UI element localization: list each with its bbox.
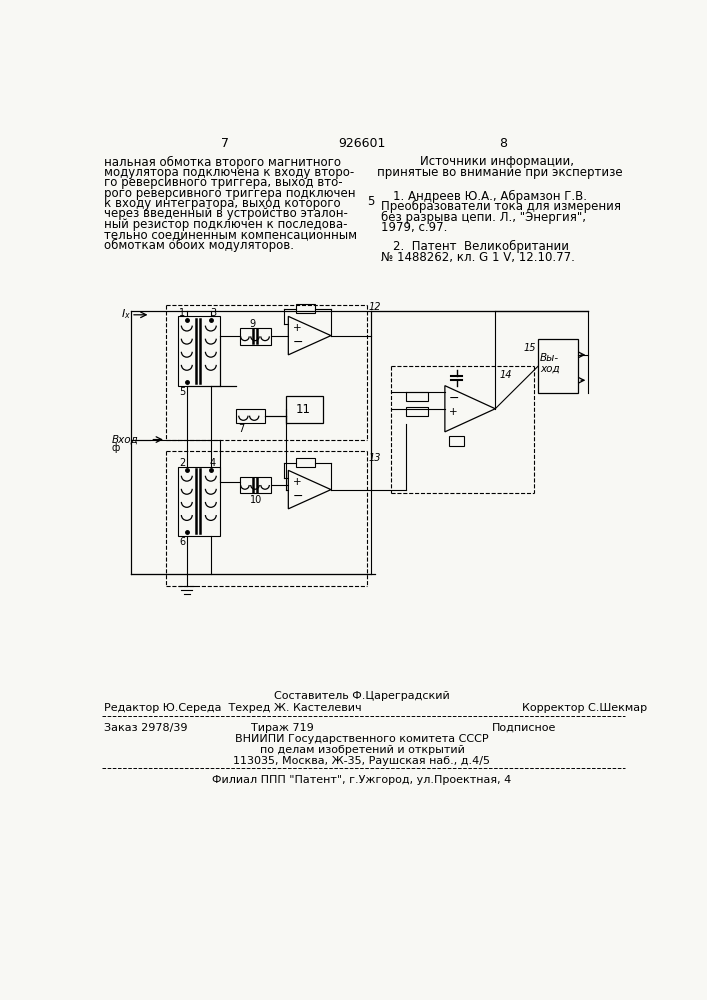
Bar (240, 328, 271, 345)
Text: 7: 7 (238, 424, 244, 434)
Text: рого реверсивного триггера подключен: рого реверсивного триггера подключен (104, 187, 356, 200)
Text: Источники информации,: Источники информации, (420, 155, 574, 168)
Text: принятые во внимание при экспертизе: принятые во внимание при экспертизе (378, 166, 623, 179)
Text: обмоткам обоих модуляторов.: обмоткам обоих модуляторов. (104, 239, 294, 252)
Text: 13: 13 (369, 453, 381, 463)
Text: +: + (293, 477, 302, 487)
Bar (235, 409, 265, 423)
Text: −: − (293, 490, 303, 503)
Bar (406, 407, 428, 416)
Text: +: + (293, 323, 302, 333)
Text: ный резистор подключен к последова-: ный резистор подключен к последова- (104, 218, 347, 231)
Text: № 1488262, кл. G 1 V, 12.10.77.: № 1488262, кл. G 1 V, 12.10.77. (381, 251, 575, 264)
Text: 12: 12 (369, 302, 381, 312)
Text: 4: 4 (210, 458, 216, 468)
Text: модулятора подключена к входу второ-: модулятора подключена к входу второ- (104, 166, 354, 179)
Text: 1979, с.97.: 1979, с.97. (381, 221, 448, 234)
Text: тельно соединенным компенсационным: тельно соединенным компенсационным (104, 228, 357, 241)
Bar (296, 458, 315, 466)
Text: по делам изобретений и открытий: по делам изобретений и открытий (259, 745, 464, 755)
Text: 7: 7 (221, 137, 229, 150)
Text: го реверсивного триггера, выход вто-: го реверсивного триггера, выход вто- (104, 176, 342, 189)
Text: $I_x$: $I_x$ (121, 307, 131, 321)
Text: Вы-: Вы- (540, 353, 559, 363)
Text: к входу интегратора, выход которого: к входу интегратора, выход которого (104, 197, 341, 210)
Text: 10: 10 (250, 495, 262, 505)
Text: Тираж 719: Тираж 719 (251, 723, 314, 733)
Text: Составитель Ф.Цареградский: Составитель Ф.Цареградский (274, 691, 450, 701)
Bar (296, 304, 315, 312)
Text: без разрыва цепи. Л., "Энергия",: без разрыва цепи. Л., "Энергия", (381, 210, 586, 224)
Text: Вход: Вход (112, 434, 139, 444)
Text: 113035, Москва, Ж-35, Раушская наб., д.4/5: 113035, Москва, Ж-35, Раушская наб., д.4… (233, 756, 491, 766)
Text: Корректор С.Шекмар: Корректор С.Шекмар (522, 703, 648, 713)
Text: 15: 15 (524, 343, 537, 353)
Text: 6: 6 (179, 537, 185, 547)
Text: 2.  Патент  Великобритании: 2. Патент Великобритании (393, 240, 569, 253)
Text: 14: 14 (499, 370, 512, 380)
Text: ВНИИПИ Государственного комитета СССР: ВНИИПИ Государственного комитета СССР (235, 734, 489, 744)
Text: ф: ф (112, 443, 120, 453)
Bar (406, 392, 428, 401)
Text: Подписное: Подписное (491, 723, 556, 733)
Text: −: − (293, 336, 303, 349)
Bar (240, 477, 271, 493)
Text: через введенный в устройство эталон-: через введенный в устройство эталон- (104, 207, 348, 220)
Bar (449, 436, 464, 446)
Text: 5: 5 (179, 387, 185, 397)
Bar (177, 316, 220, 386)
Text: Филиал ППП "Патент", г.Ужгород, ул.Проектная, 4: Филиал ППП "Патент", г.Ужгород, ул.Проек… (212, 775, 512, 785)
Text: Заказ 2978/39: Заказ 2978/39 (104, 723, 187, 733)
Text: 11: 11 (296, 403, 311, 416)
Text: 1: 1 (179, 308, 185, 318)
Text: 1. Андреев Ю.А., Абрамзон Г.В.: 1. Андреев Ю.А., Абрамзон Г.В. (393, 190, 587, 203)
Text: −: − (449, 392, 460, 405)
Text: 5: 5 (368, 195, 375, 208)
Text: 9: 9 (250, 319, 256, 329)
Bar (286, 396, 323, 423)
Text: 2: 2 (179, 458, 185, 468)
Text: Преобразователи тока для измерения: Преобразователи тока для измерения (381, 200, 621, 213)
Text: нальная обмотка второго магнитного: нальная обмотка второго магнитного (104, 155, 341, 169)
Bar (538, 339, 578, 393)
Text: +: + (449, 407, 457, 417)
Bar (177, 466, 220, 536)
Text: 3: 3 (210, 308, 216, 318)
Text: ход: ход (540, 364, 560, 374)
Text: Редактор Ю.Середа  Техред Ж. Кастелевич: Редактор Ю.Середа Техред Ж. Кастелевич (104, 703, 361, 713)
Text: 8: 8 (499, 137, 507, 150)
Text: 926601: 926601 (338, 137, 385, 150)
